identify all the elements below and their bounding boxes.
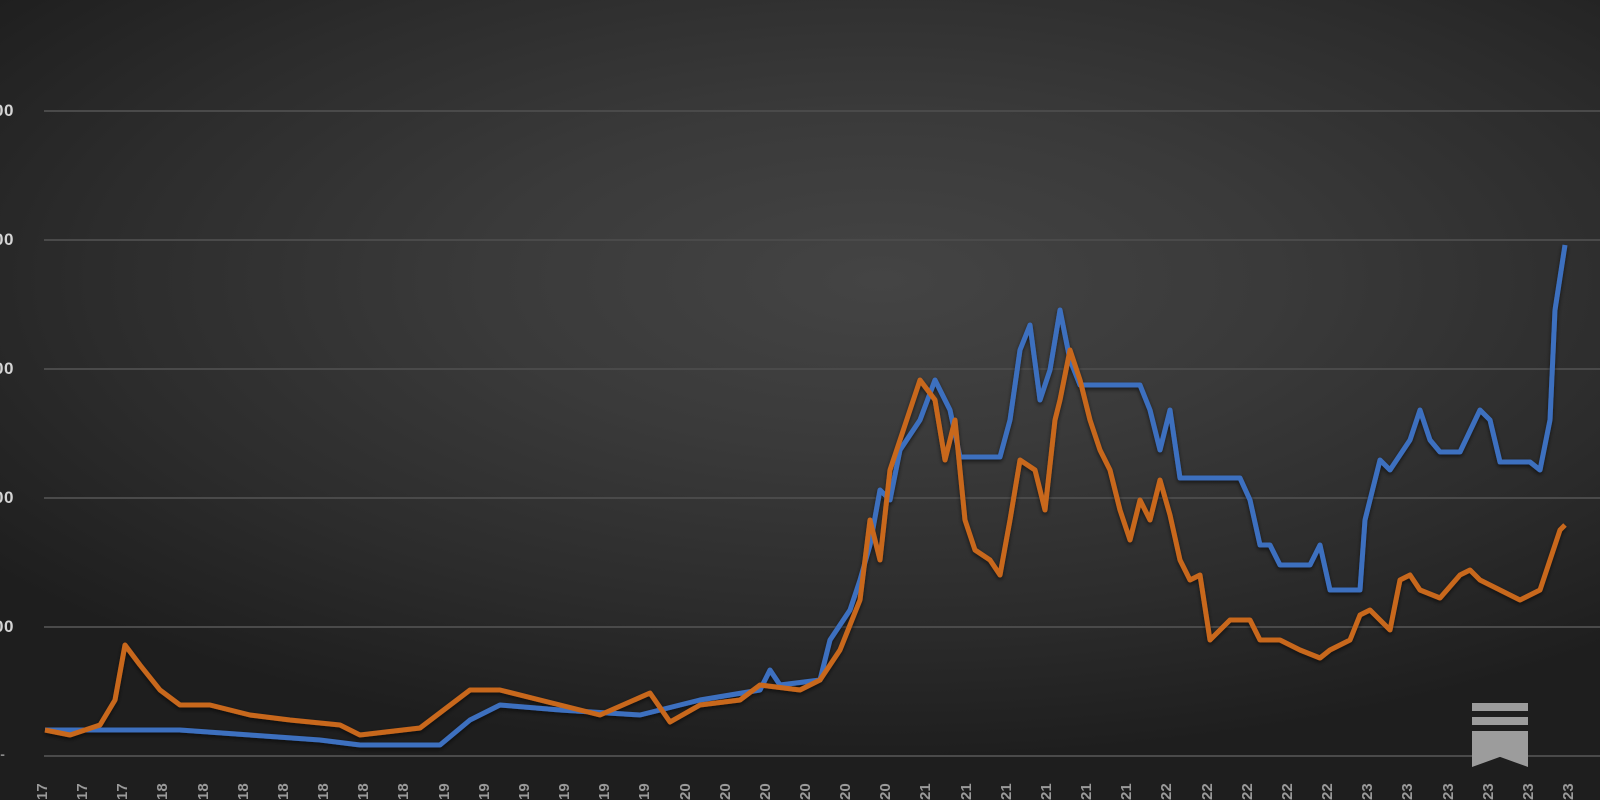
x-tick-label: 20 — [756, 783, 774, 800]
x-tick-label: 18 — [355, 783, 373, 800]
x-tick-label: 22 — [1198, 783, 1216, 800]
x-tick-label: 23 — [1399, 783, 1417, 800]
x-tick-label: 23 — [1519, 783, 1537, 800]
series-lines — [44, 244, 1568, 748]
y-tick-label: 00 — [0, 101, 14, 120]
x-tick-label: 23 — [1560, 783, 1577, 800]
x-tick-label: 19 — [596, 783, 614, 800]
x-tick-label: 21 — [957, 783, 975, 800]
x-tick-label: 21 — [1078, 783, 1096, 800]
x-tick-label: 19 — [475, 783, 493, 800]
x-tick-label: 18 — [194, 783, 212, 800]
x-tick-label: 17 — [74, 783, 92, 800]
x-tick-label: 23 — [1359, 783, 1377, 800]
gridlines — [44, 110, 1600, 757]
series-blue — [45, 244, 1568, 748]
logo-bar-middle — [1472, 717, 1528, 725]
x-tick-label: 18 — [315, 783, 333, 800]
x-tick-label: 20 — [877, 783, 895, 800]
x-tick-label: 20 — [837, 783, 855, 800]
x-tick-label: 23 — [1479, 783, 1497, 800]
x-tick-label: 18 — [154, 783, 172, 800]
x-tick-label: 19 — [636, 783, 654, 800]
x-tick-label: 20 — [797, 783, 814, 800]
x-tick-label: 22 — [1278, 783, 1296, 800]
substack-bookmark-icon — [1472, 703, 1528, 767]
x-tick-label: 21 — [1118, 783, 1136, 800]
x-tick-label: 23 — [1439, 783, 1457, 800]
x-tick-label: 19 — [556, 783, 574, 800]
x-tick-label: 18 — [274, 783, 292, 800]
x-tick-label: 19 — [515, 783, 533, 800]
x-tick-label: 22 — [1319, 783, 1337, 800]
x-tick-label: 18 — [395, 783, 413, 800]
x-tick-label: 22 — [1158, 783, 1176, 800]
x-tick-label: 20 — [716, 783, 734, 800]
series-orange — [44, 347, 1567, 738]
y-tick-label: 00 — [0, 359, 14, 378]
x-tick-label: 17 — [34, 783, 51, 800]
y-tick-label: 00 — [0, 230, 14, 249]
logo-bookmark — [1472, 731, 1528, 767]
x-tick-label: 21 — [997, 783, 1015, 800]
x-tick-label: 21 — [917, 783, 935, 800]
y-tick-label: $- — [0, 746, 6, 762]
y-tick-label: 00 — [0, 617, 14, 636]
x-tick-label: 22 — [1238, 783, 1256, 800]
x-tick-label: 19 — [435, 783, 453, 800]
y-tick-label: 00 — [0, 488, 14, 507]
logo-bar-top — [1472, 703, 1528, 711]
x-tick-label: 18 — [234, 783, 252, 800]
x-tick-label: 17 — [114, 783, 132, 800]
x-tick-label: 21 — [1037, 783, 1055, 800]
x-tick-label: 20 — [676, 783, 694, 800]
